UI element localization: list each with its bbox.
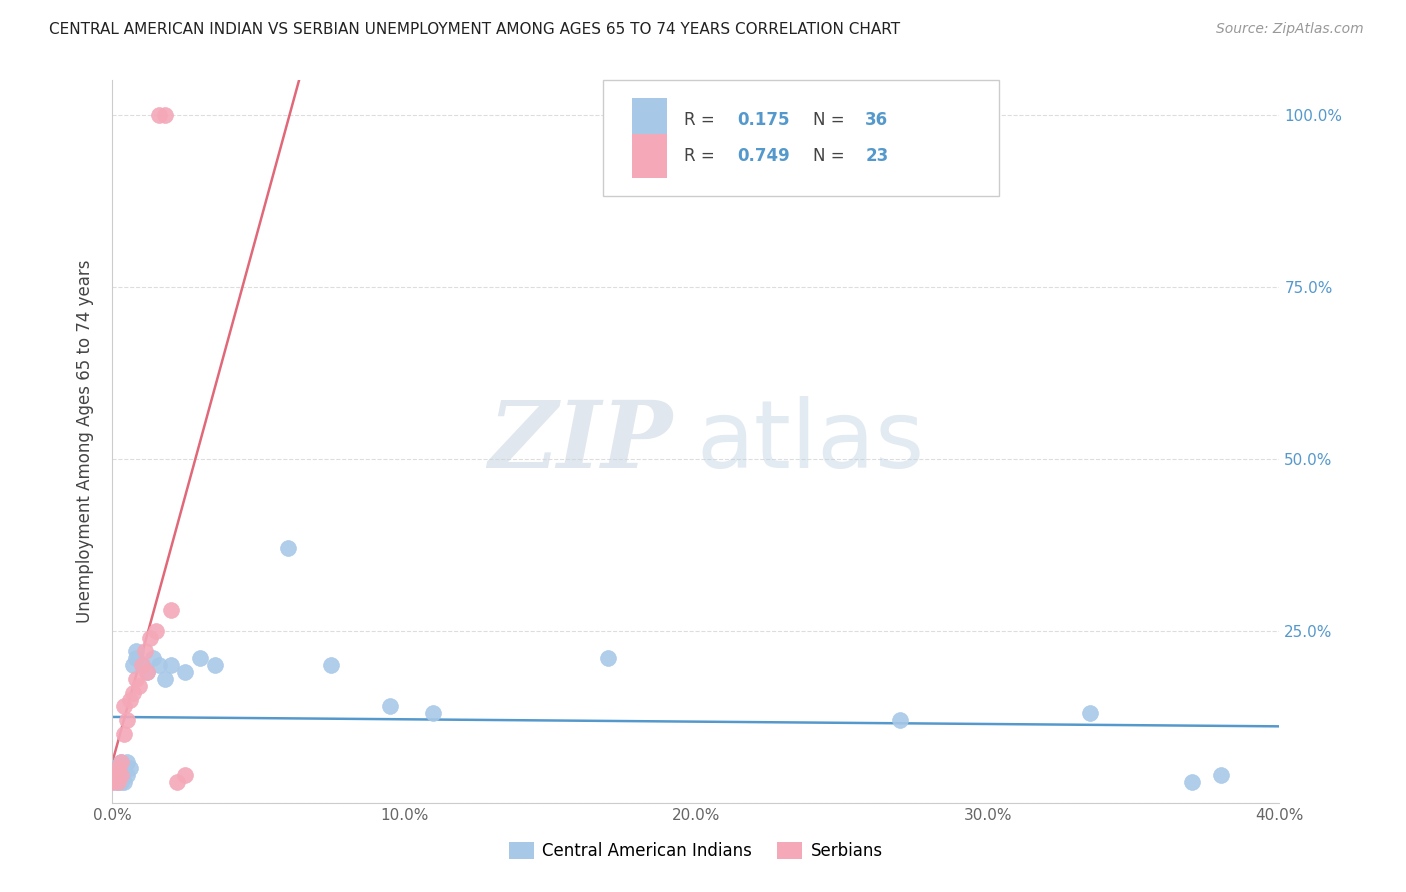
Point <box>204 658 226 673</box>
Point <box>174 665 197 679</box>
Point <box>136 665 159 679</box>
FancyBboxPatch shape <box>631 98 666 142</box>
Point <box>166 775 188 789</box>
Point <box>174 768 197 782</box>
Point <box>131 658 153 673</box>
Point <box>104 768 127 782</box>
Text: 36: 36 <box>865 111 889 129</box>
Point <box>104 761 127 775</box>
Point <box>160 658 183 673</box>
Point <box>276 541 298 556</box>
FancyBboxPatch shape <box>631 135 666 178</box>
Point <box>110 755 132 769</box>
Point <box>378 699 401 714</box>
Point <box>321 658 343 673</box>
Text: N =: N = <box>813 111 849 129</box>
Point <box>104 768 127 782</box>
Point <box>112 727 135 741</box>
Point <box>125 644 148 658</box>
Point <box>889 713 911 727</box>
Point <box>115 713 138 727</box>
Legend: Central American Indians, Serbians: Central American Indians, Serbians <box>502 835 890 867</box>
FancyBboxPatch shape <box>603 80 1000 196</box>
Point <box>107 775 129 789</box>
Text: Source: ZipAtlas.com: Source: ZipAtlas.com <box>1216 22 1364 37</box>
Point <box>110 768 132 782</box>
Point <box>101 775 124 789</box>
Point <box>139 631 162 645</box>
Point <box>128 679 150 693</box>
Text: 0.175: 0.175 <box>737 111 789 129</box>
Text: N =: N = <box>813 147 849 165</box>
Point <box>110 775 132 789</box>
Text: R =: R = <box>685 147 720 165</box>
Point <box>112 761 135 775</box>
Point <box>1181 775 1204 789</box>
Point <box>1078 706 1101 721</box>
Point <box>153 672 176 686</box>
Point <box>160 603 183 617</box>
Point <box>122 658 145 673</box>
Y-axis label: Unemployment Among Ages 65 to 74 years: Unemployment Among Ages 65 to 74 years <box>76 260 94 624</box>
Text: atlas: atlas <box>696 395 924 488</box>
Point <box>122 686 145 700</box>
Point <box>107 761 129 775</box>
Text: R =: R = <box>685 111 720 129</box>
Point <box>107 775 129 789</box>
Text: ZIP: ZIP <box>488 397 672 486</box>
Point <box>188 651 211 665</box>
Point <box>112 699 135 714</box>
Point <box>110 768 132 782</box>
Text: CENTRAL AMERICAN INDIAN VS SERBIAN UNEMPLOYMENT AMONG AGES 65 TO 74 YEARS CORREL: CENTRAL AMERICAN INDIAN VS SERBIAN UNEMP… <box>49 22 900 37</box>
Point <box>125 651 148 665</box>
Point <box>598 651 620 665</box>
Point <box>104 775 127 789</box>
Point <box>136 665 159 679</box>
Point <box>107 761 129 775</box>
Point <box>145 624 167 638</box>
Point <box>118 692 141 706</box>
Text: 0.749: 0.749 <box>737 147 790 165</box>
Point <box>107 768 129 782</box>
Point <box>134 644 156 658</box>
Point <box>148 108 170 122</box>
Point <box>101 768 124 782</box>
Point <box>110 755 132 769</box>
Point <box>142 651 165 665</box>
Point <box>1209 768 1232 782</box>
Point <box>115 755 138 769</box>
Text: 23: 23 <box>865 147 889 165</box>
Point <box>112 775 135 789</box>
Point <box>115 768 138 782</box>
Point <box>148 658 170 673</box>
Point <box>118 761 141 775</box>
Point <box>153 108 176 122</box>
Point <box>422 706 444 721</box>
Point <box>131 658 153 673</box>
Point <box>125 672 148 686</box>
